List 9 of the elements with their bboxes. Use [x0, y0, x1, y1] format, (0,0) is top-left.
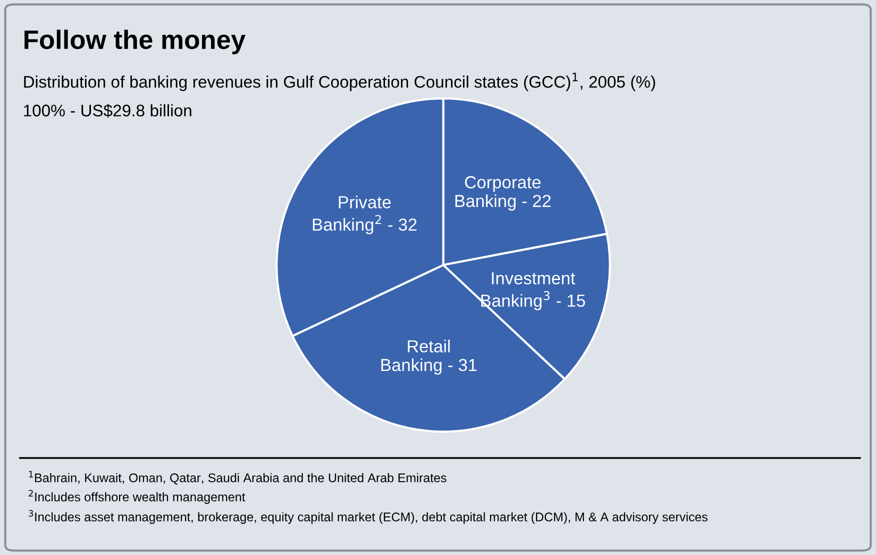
- chart-title: Follow the money: [24, 30, 246, 54]
- text: $^{1}$Bahrain, Kuwait, Oman, Qatar, Saudi Arabia and the United Arab Emirates: [29, 470, 446, 484]
- slice-label: Corporate Banking - 22: [455, 176, 551, 211]
- slice-label: Retail Banking - 31: [381, 340, 477, 375]
- slice-label: Private Banking$^{2}$ - 32: [312, 196, 417, 234]
- chart-subtitle: Distribution of banking revenues in Gulf Cooperation Council states (GCC)$^{1}$, 2005 (%): [24, 72, 656, 92]
- text: $^{2}$Includes offshore wealth management: [28, 490, 246, 504]
- text: 100% - US$29.8 billion: [24, 104, 192, 118]
- text: $^{3}$Includes asset management, brokerage, equity capital market (ECM), debt capital market (DCM), M & A advisory services: [28, 510, 708, 524]
